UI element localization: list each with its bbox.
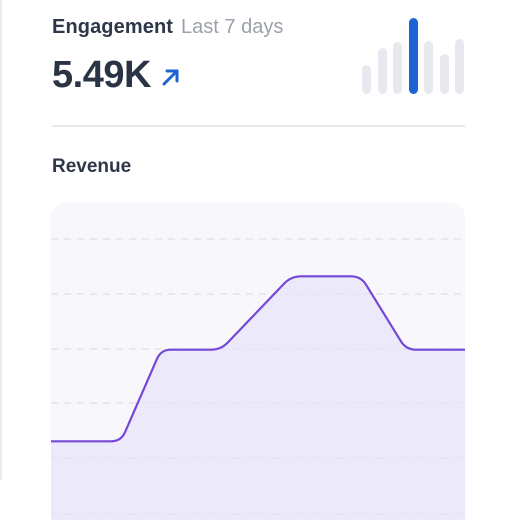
mini-bar [424,40,433,94]
engagement-mini-bar-chart [362,18,466,94]
engagement-value-row: 5.49K [52,52,183,98]
revenue-area-chart [51,238,465,520]
mini-bar [439,54,449,94]
section-divider [52,125,465,127]
mini-bar-active [408,18,418,94]
engagement-period: Last 7 days [181,16,284,38]
arrow-up-right-icon [159,65,183,89]
revenue-area-fill [51,276,465,520]
revenue-chart-card [51,203,465,520]
mini-bar [455,39,464,94]
panel-edge [0,0,2,480]
revenue-series-line [51,275,465,443]
mini-bar [362,65,371,94]
revenue-title: Revenue [52,156,132,177]
mini-bar [377,48,387,94]
mini-bar [393,42,402,94]
engagement-title: Engagement [52,16,174,38]
engagement-header: Engagement Last 7 days [52,16,283,39]
engagement-value: 5.49K [52,54,151,96]
